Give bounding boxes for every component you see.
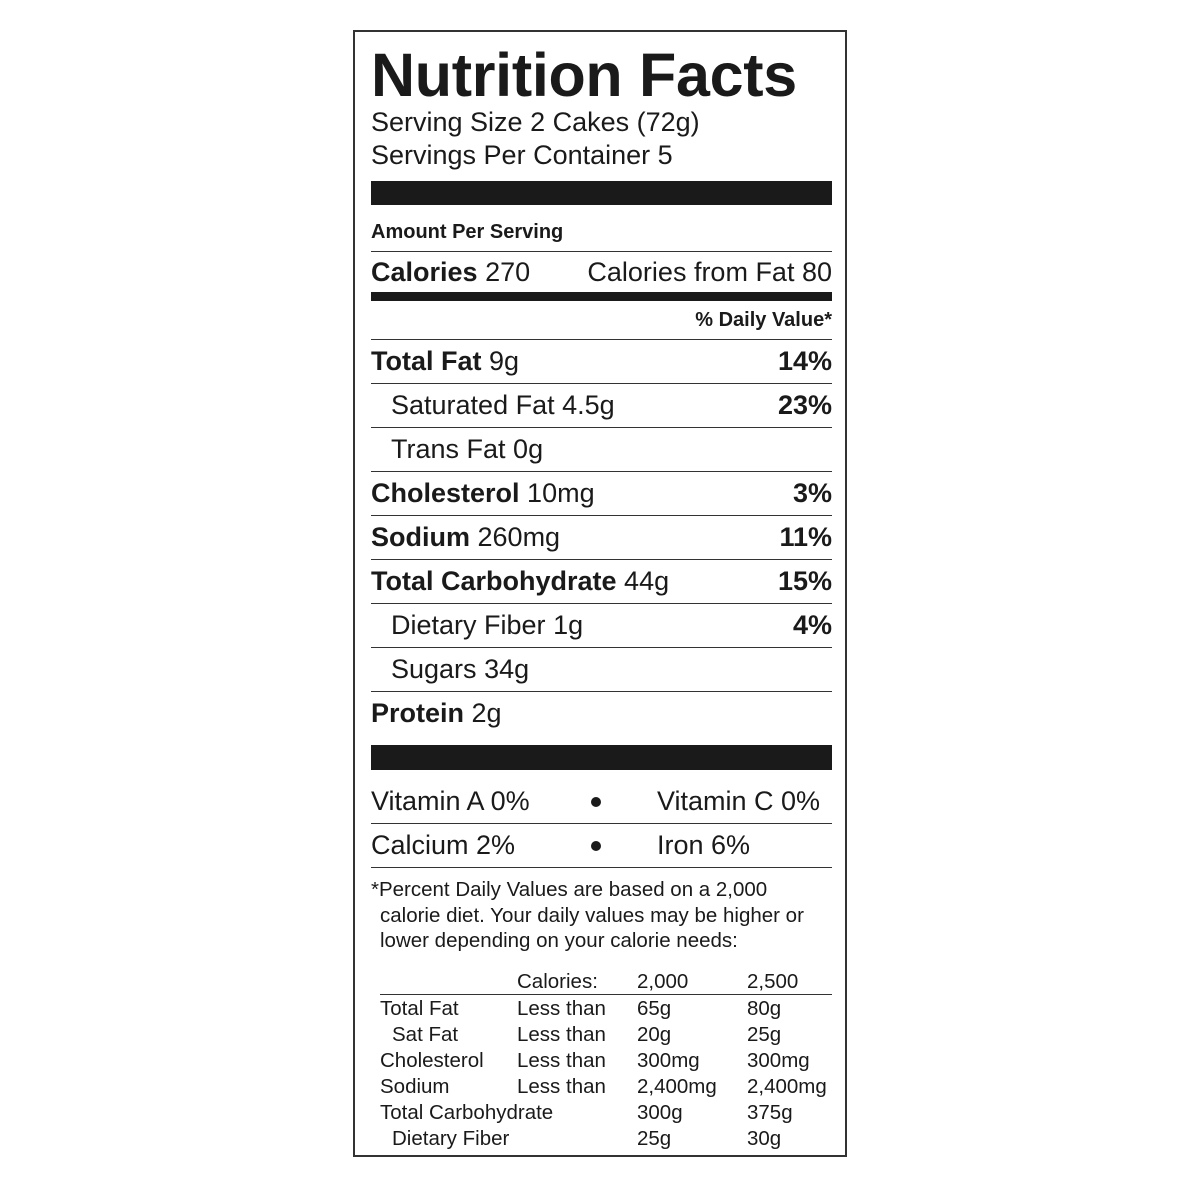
vitamin-a: Vitamin A 0% (371, 786, 530, 816)
reference-table-cell: 30g (747, 1126, 782, 1150)
reference-table-cell: Sodium (380, 1074, 450, 1098)
reference-table-cell: 80g (747, 996, 782, 1020)
calories-value: 270 (485, 257, 531, 287)
daily-value-header: % Daily Value* (371, 301, 832, 340)
nutrient-amount: 10mg (527, 478, 595, 508)
reference-table-cell: Calories: (517, 969, 598, 993)
amount-per-serving: Amount Per Serving (371, 205, 832, 252)
mineral-row: Calcium 2% Iron 6% (371, 824, 832, 868)
nutrient-label: Protein (371, 698, 465, 728)
reference-table-cell: Less than (517, 1022, 606, 1046)
divider-thick (371, 181, 832, 205)
nutrient-label: Sodium (371, 522, 470, 552)
reference-table-header: Calories: 2,000 2,500 (380, 970, 832, 995)
reference-table-row: Total Fat Less than 65g 80g (380, 996, 832, 1022)
reference-table-cell: Cholesterol (380, 1048, 484, 1072)
reference-table-cell: Sat Fat (392, 1022, 459, 1046)
calcium: Calcium 2% (371, 830, 516, 860)
reference-table-cell: Less than (517, 1048, 606, 1072)
reference-table-cell: Dietary Fiber (392, 1126, 510, 1150)
bullet-icon (591, 797, 601, 807)
nutrition-facts-label: Nutrition Facts Serving Size 2 Cakes (72… (353, 30, 847, 1157)
reference-table-cell: 300mg (747, 1048, 810, 1072)
calories-row: Calories 270 Calories from Fat 80 (371, 252, 832, 292)
reference-table-cell: 25g (637, 1126, 672, 1150)
servings-per-container: Servings Per Container 5 (371, 140, 673, 170)
nutrient-row: Sodium 260mg 11% (371, 516, 832, 560)
nutrient-row: Total Carbohydrate 44g 15% (371, 560, 832, 604)
nutrient-label: Trans Fat (391, 434, 506, 464)
vitamin-row: Vitamin A 0% Vitamin C 0% (371, 780, 832, 824)
reference-table-row: Sat Fat Less than 20g 25g (380, 1022, 832, 1048)
label-title: Nutrition Facts (371, 41, 797, 109)
footnote: *Percent Daily Values are based on a 2,0… (371, 877, 832, 954)
calories-from-fat: Calories from Fat 80 (587, 257, 832, 287)
nutrient-row: Protein 2g (371, 692, 832, 745)
nutrient-label: Total Fat (371, 346, 482, 376)
nutrient-row: Trans Fat 0g (371, 428, 832, 472)
nutrient-daily-value: 11% (779, 522, 832, 552)
divider-medium (371, 292, 832, 301)
bullet-icon (591, 841, 601, 851)
reference-table-cell: Less than (517, 1074, 606, 1098)
nutrient-daily-value: 4% (792, 610, 832, 640)
nutrient-daily-value: 14% (777, 346, 832, 376)
reference-table-cell: 2,400mg (747, 1074, 827, 1098)
nutrient-row: Dietary Fiber 1g 4% (371, 604, 832, 648)
reference-table-cell: 300mg (637, 1048, 700, 1072)
footnote-line: *Percent Daily Values are based on a 2,0… (371, 878, 768, 901)
calories-label: Calories (371, 257, 478, 287)
nutrient-daily-value: 23% (777, 390, 832, 420)
reference-table-cell: 2,400mg (637, 1074, 717, 1098)
reference-table-cell: 2,500 (747, 969, 799, 993)
reference-table-cell: 300g (637, 1100, 683, 1124)
reference-table-cell: 375g (747, 1100, 793, 1124)
reference-table-row: Sodium Less than 2,400mg 2,400mg (380, 1074, 832, 1100)
reference-table-cell: Total Fat (380, 996, 459, 1020)
nutrient-amount: 9g (489, 346, 520, 376)
nutrient-amount: 2g (471, 698, 502, 728)
reference-table-row: Total Carbohydrate 300g 375g (380, 1100, 832, 1126)
nutrient-row: Saturated Fat 4.5g 23% (371, 384, 832, 428)
nutrient-label: Sugars (391, 654, 477, 684)
iron: Iron 6% (657, 830, 751, 860)
reference-table-cell: 65g (637, 996, 672, 1020)
serving-size: Serving Size 2 Cakes (72g) (371, 107, 700, 137)
reference-table-cell: Total Carbohydrate (380, 1100, 554, 1124)
nutrient-row: Cholesterol 10mg 3% (371, 472, 832, 516)
nutrient-label: Cholesterol (371, 478, 520, 508)
divider-thick (371, 745, 832, 770)
reference-table-cell: 2,000 (637, 969, 689, 993)
vitamin-c: Vitamin C 0% (657, 786, 821, 816)
nutrient-amount: 44g (624, 566, 670, 596)
footnote-line: lower depending on your calorie needs: (380, 929, 738, 952)
reference-table-row: Dietary Fiber 25g 30g (380, 1126, 832, 1152)
footnote-line: calorie diet. Your daily values may be h… (380, 903, 804, 927)
nutrient-daily-value: 15% (777, 566, 832, 596)
reference-table-row: Cholesterol Less than 300mg 300mg (380, 1048, 832, 1074)
nutrient-row: Sugars 34g (371, 648, 832, 692)
nutrient-amount: 1g (553, 610, 584, 640)
reference-table-cell: 25g (747, 1022, 782, 1046)
nutrient-label: Saturated Fat (391, 390, 555, 420)
nutrient-amount: 4.5g (562, 390, 615, 420)
nutrient-label: Dietary Fiber (391, 610, 546, 640)
nutrient-row: Total Fat 9g 14% (371, 340, 832, 384)
nutrient-label: Total Carbohydrate (371, 566, 617, 596)
nutrient-amount: 0g (513, 434, 544, 464)
reference-table: Calories: 2,000 2,500 Total Fat Less than 65g… (380, 970, 832, 1152)
reference-table-cell: 20g (637, 1022, 672, 1046)
nutrient-amount: 260mg (477, 522, 561, 552)
nutrient-daily-value: 3% (792, 478, 832, 508)
nutrient-list: Total Fat 9g 14% Saturated Fat 4.5g 23% Tran… (371, 340, 832, 745)
nutrient-amount: 34g (484, 654, 530, 684)
reference-table-cell: Less than (517, 996, 606, 1020)
